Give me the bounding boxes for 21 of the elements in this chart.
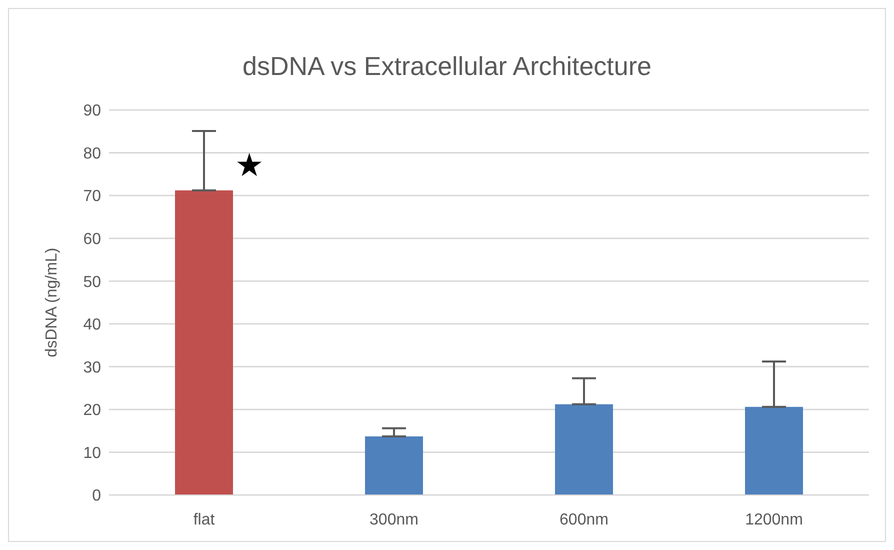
y-tick-label: 0	[92, 488, 102, 505]
bar	[555, 404, 613, 495]
bar	[365, 436, 423, 495]
y-tick-label: 90	[83, 102, 102, 120]
y-tick-label: 30	[83, 359, 102, 376]
bar	[745, 406, 803, 495]
y-tick-label: 40	[83, 316, 102, 334]
y-tick-label: 50	[83, 274, 102, 291]
y-tick-label: 80	[83, 145, 102, 162]
x-tick-label: flat	[193, 511, 216, 528]
chart-title: dsDNA vs Extracellular Architecture	[242, 51, 652, 82]
x-tick-label: 600nm	[560, 511, 608, 528]
bar	[175, 190, 233, 495]
x-tick-label: 1200nm	[745, 511, 803, 528]
annotation: ★	[235, 147, 264, 183]
y-tick-label: 70	[83, 188, 102, 206]
y-tick-label: 60	[83, 231, 102, 248]
y-tick-label: 20	[83, 402, 102, 420]
x-tick-label: 300nm	[370, 511, 418, 528]
y-axis-title: dsDNA (ng/mL)	[44, 248, 61, 358]
y-tick-label: 10	[83, 444, 102, 462]
